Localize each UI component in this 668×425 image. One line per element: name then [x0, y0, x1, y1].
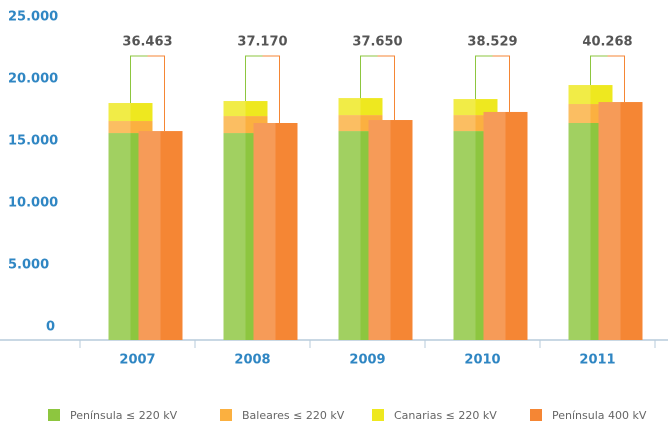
total-label: 40.268 — [582, 35, 632, 50]
bar-segment — [253, 123, 298, 340]
legend-swatch — [220, 409, 232, 421]
bar-segment — [108, 121, 153, 134]
legend-swatch — [48, 409, 60, 421]
bar-segment — [338, 98, 383, 116]
bar-shade — [338, 131, 361, 340]
y-tick-label: 15.000 — [8, 134, 58, 149]
bar-shade — [453, 99, 476, 116]
x-tick-label: 2010 — [464, 353, 500, 368]
bar-segment — [223, 101, 268, 117]
x-tick-label: 2009 — [349, 353, 385, 368]
legend-label: Baleares ≤ 220 kV — [242, 409, 345, 422]
connector-a — [590, 55, 608, 86]
y-tick-label: 0 — [46, 320, 55, 335]
bar-shade — [368, 120, 391, 340]
bar-shade — [568, 123, 591, 340]
bar-shade — [338, 115, 361, 132]
x-tick-label: 2007 — [119, 353, 155, 368]
bar-shade — [568, 85, 591, 105]
connector-a — [130, 55, 148, 104]
total-label: 38.529 — [467, 35, 517, 50]
bar-shade — [253, 123, 276, 340]
bar-segment — [598, 102, 643, 340]
x-tick-label: 2011 — [579, 353, 615, 368]
connector-a — [360, 55, 378, 99]
bar-shade — [223, 133, 246, 340]
connector-b — [607, 55, 625, 103]
bar-shade — [483, 111, 506, 341]
connector-b — [377, 55, 395, 121]
bar-shade — [338, 98, 361, 116]
bar-shade — [108, 103, 131, 122]
bar-shade — [223, 116, 246, 134]
bar-shade — [223, 101, 246, 117]
connector-a — [475, 55, 493, 100]
y-tick-label: 10.000 — [8, 196, 58, 211]
bar-segment — [453, 99, 498, 116]
total-label: 37.170 — [237, 35, 287, 50]
bar-shade — [568, 104, 591, 123]
legend-label: Canarias ≤ 220 kV — [394, 409, 497, 422]
connector-b — [147, 55, 165, 132]
bar-segment — [368, 120, 413, 340]
legend-swatch — [372, 409, 384, 421]
legend-label: Península ≤ 220 kV — [70, 409, 178, 422]
connector-b — [492, 55, 510, 112]
bar-shade — [598, 102, 621, 340]
y-tick-label: 20.000 — [8, 72, 58, 87]
connector-b — [262, 55, 280, 123]
bar-segment — [138, 131, 183, 340]
y-tick-label: 25.000 — [8, 10, 58, 25]
legend-swatch — [530, 409, 542, 421]
total-label: 37.650 — [352, 35, 402, 50]
bar-shade — [453, 115, 476, 132]
bar-shade — [108, 133, 131, 340]
y-tick-label: 5.000 — [8, 258, 49, 273]
bar-shade — [138, 131, 161, 340]
bar-shade — [108, 121, 131, 134]
total-label: 36.463 — [122, 35, 172, 50]
bar-shade — [453, 131, 476, 340]
bar-segment — [483, 111, 528, 341]
bar-segment — [568, 85, 613, 105]
legend-label: Península 400 kV — [552, 409, 647, 422]
connector-a — [245, 55, 263, 102]
x-tick-label: 2008 — [234, 353, 270, 368]
bar-segment — [108, 103, 153, 122]
